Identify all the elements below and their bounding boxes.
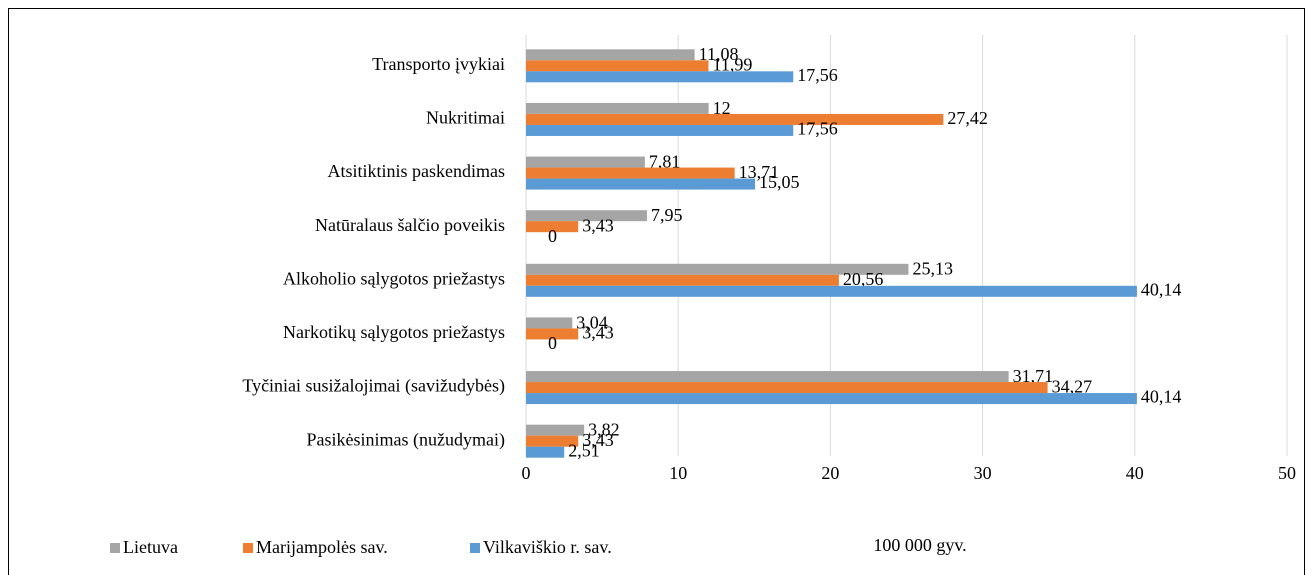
y-tick-label: Transporto įvykiai bbox=[372, 54, 505, 74]
legend-swatch bbox=[243, 543, 253, 553]
bar bbox=[526, 328, 579, 340]
y-tick-label: Atsitiktinis paskendimas bbox=[328, 161, 506, 181]
chart-border bbox=[8, 8, 1305, 575]
x-tick-label: 40 bbox=[1126, 463, 1144, 483]
bar bbox=[526, 49, 695, 61]
bar bbox=[526, 60, 709, 72]
data-label: 11,08 bbox=[699, 44, 739, 64]
data-label: 34,27 bbox=[1052, 376, 1093, 396]
data-label: 15,05 bbox=[759, 172, 800, 192]
bar bbox=[526, 178, 756, 190]
data-label: 3,43 bbox=[582, 323, 614, 343]
bar bbox=[526, 382, 1048, 394]
data-label: 17,56 bbox=[797, 65, 838, 85]
bar bbox=[526, 435, 579, 447]
x-tick-label: 0 bbox=[522, 463, 531, 483]
legend-label: Lietuva bbox=[123, 537, 178, 557]
bar bbox=[526, 446, 565, 458]
data-label: 3,43 bbox=[582, 215, 614, 235]
y-tick-label: Tyčiniai susižalojimai (savižudybės) bbox=[242, 376, 505, 397]
y-tick-label: Pasikėsinimas (nužudymai) bbox=[307, 429, 505, 450]
data-label: 3,82 bbox=[588, 420, 620, 440]
data-label: 11,99 bbox=[712, 55, 752, 75]
data-label: 40,14 bbox=[1141, 279, 1182, 299]
x-tick-label: 30 bbox=[974, 463, 992, 483]
data-label: 31,71 bbox=[1013, 366, 1054, 386]
legend-label: Marijampolės sav. bbox=[256, 537, 388, 557]
y-tick-label: Nukritimai bbox=[426, 108, 505, 128]
bar bbox=[526, 221, 579, 233]
bar bbox=[526, 317, 573, 329]
data-label: 3,04 bbox=[576, 312, 608, 332]
data-label: 12 bbox=[713, 98, 731, 118]
data-label: 20,56 bbox=[843, 269, 884, 289]
x-tick-label: 50 bbox=[1278, 463, 1296, 483]
data-label: 13,71 bbox=[739, 162, 780, 182]
x-tick-label: 20 bbox=[821, 463, 839, 483]
bar bbox=[526, 371, 1009, 383]
data-label: 40,14 bbox=[1141, 387, 1182, 407]
bar bbox=[526, 263, 909, 275]
bar bbox=[526, 424, 585, 436]
x-tick-label: 10 bbox=[669, 463, 687, 483]
data-label: 27,42 bbox=[947, 108, 988, 128]
bar bbox=[526, 124, 794, 136]
bar bbox=[526, 102, 709, 114]
x-axis-label: 100 000 gyv. bbox=[873, 535, 966, 555]
bar bbox=[526, 393, 1137, 405]
y-tick-label: Narkotikų sąlygotos priežastys bbox=[283, 322, 505, 342]
data-label: 0 bbox=[548, 226, 557, 246]
bar bbox=[526, 71, 794, 83]
bar bbox=[526, 156, 645, 168]
data-label: 3,43 bbox=[582, 430, 614, 450]
bar bbox=[526, 113, 944, 125]
bar bbox=[526, 167, 735, 179]
bar bbox=[526, 210, 647, 222]
data-label: 17,56 bbox=[797, 119, 838, 139]
legend-swatch bbox=[470, 543, 480, 553]
data-label: 25,13 bbox=[912, 259, 953, 279]
bar bbox=[526, 285, 1137, 297]
legend-swatch bbox=[110, 543, 120, 553]
y-tick-label: Alkoholio sąlygotos priežastys bbox=[283, 268, 505, 288]
data-label: 0 bbox=[548, 333, 557, 353]
bar bbox=[526, 274, 839, 286]
legend-label: Vilkaviškio r. sav. bbox=[483, 537, 612, 557]
data-label: 7,95 bbox=[651, 205, 683, 225]
data-label: 2,51 bbox=[568, 440, 600, 460]
y-tick-label: Natūralaus šalčio poveikis bbox=[315, 215, 505, 235]
data-label: 7,81 bbox=[649, 151, 681, 171]
